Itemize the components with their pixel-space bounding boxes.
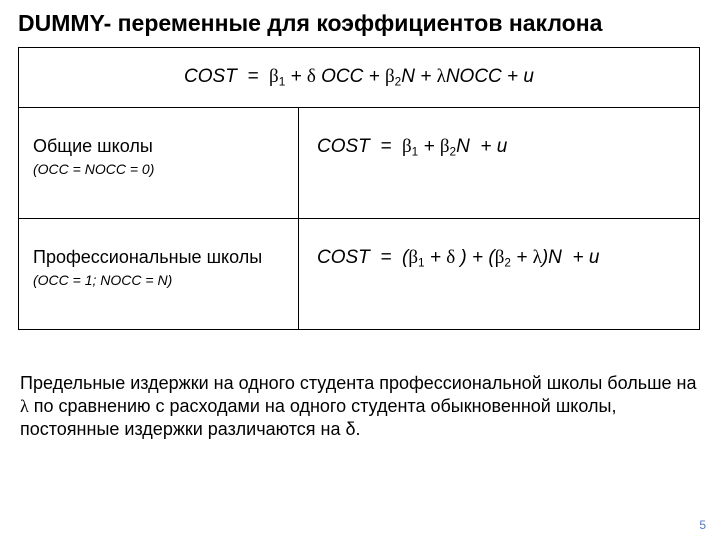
school-name: Профессиональные школы [33,247,290,268]
school-condition: (OCC = NOCC = 0) [33,161,290,177]
table-row: Профессиональные школы (OCC = 1; NOCC = … [19,219,699,329]
row-label-cell: Общие школы (OCC = NOCC = 0) [19,108,299,218]
school-name: Общие школы [33,136,290,157]
equation-table: COST = β1 + δ OCC + β2N + λNOCC + u Общи… [18,47,700,330]
bottom-paragraph: Предельные издержки на одного студента п… [20,372,702,441]
page-number: 5 [699,518,706,532]
row-equation: COST = (β1 + δ ) + (β2 + λ)N + u [299,219,699,329]
school-condition: (OCC = 1; NOCC = N) [33,272,290,288]
row-label-cell: Профессиональные школы (OCC = 1; NOCC = … [19,219,299,329]
page-title: DUMMY- переменные для коэффициентов накл… [18,10,704,37]
table-row: Общие школы (OCC = NOCC = 0) COST = β1 +… [19,108,699,219]
main-equation: COST = β1 + δ OCC + β2N + λNOCC + u [19,48,699,108]
row-equation: COST = β1 + β2N + u [299,108,699,218]
